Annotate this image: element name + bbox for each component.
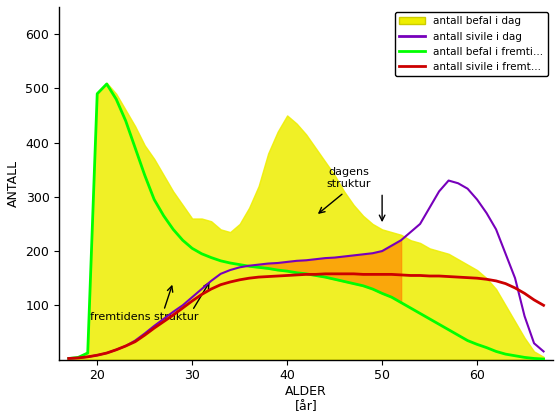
Legend: antall befal i dag, antall sivile i dag, antall befal i fremti…, antall sivile i: antall befal i dag, antall sivile i dag,… [395,12,548,76]
X-axis label: ALDER
[år]: ALDER [år] [285,385,327,413]
Y-axis label: ANTALL: ANTALL [7,160,20,207]
Text: dagens
struktur: dagens struktur [326,167,371,189]
Text: fremtidens struktur: fremtidens struktur [91,312,199,322]
